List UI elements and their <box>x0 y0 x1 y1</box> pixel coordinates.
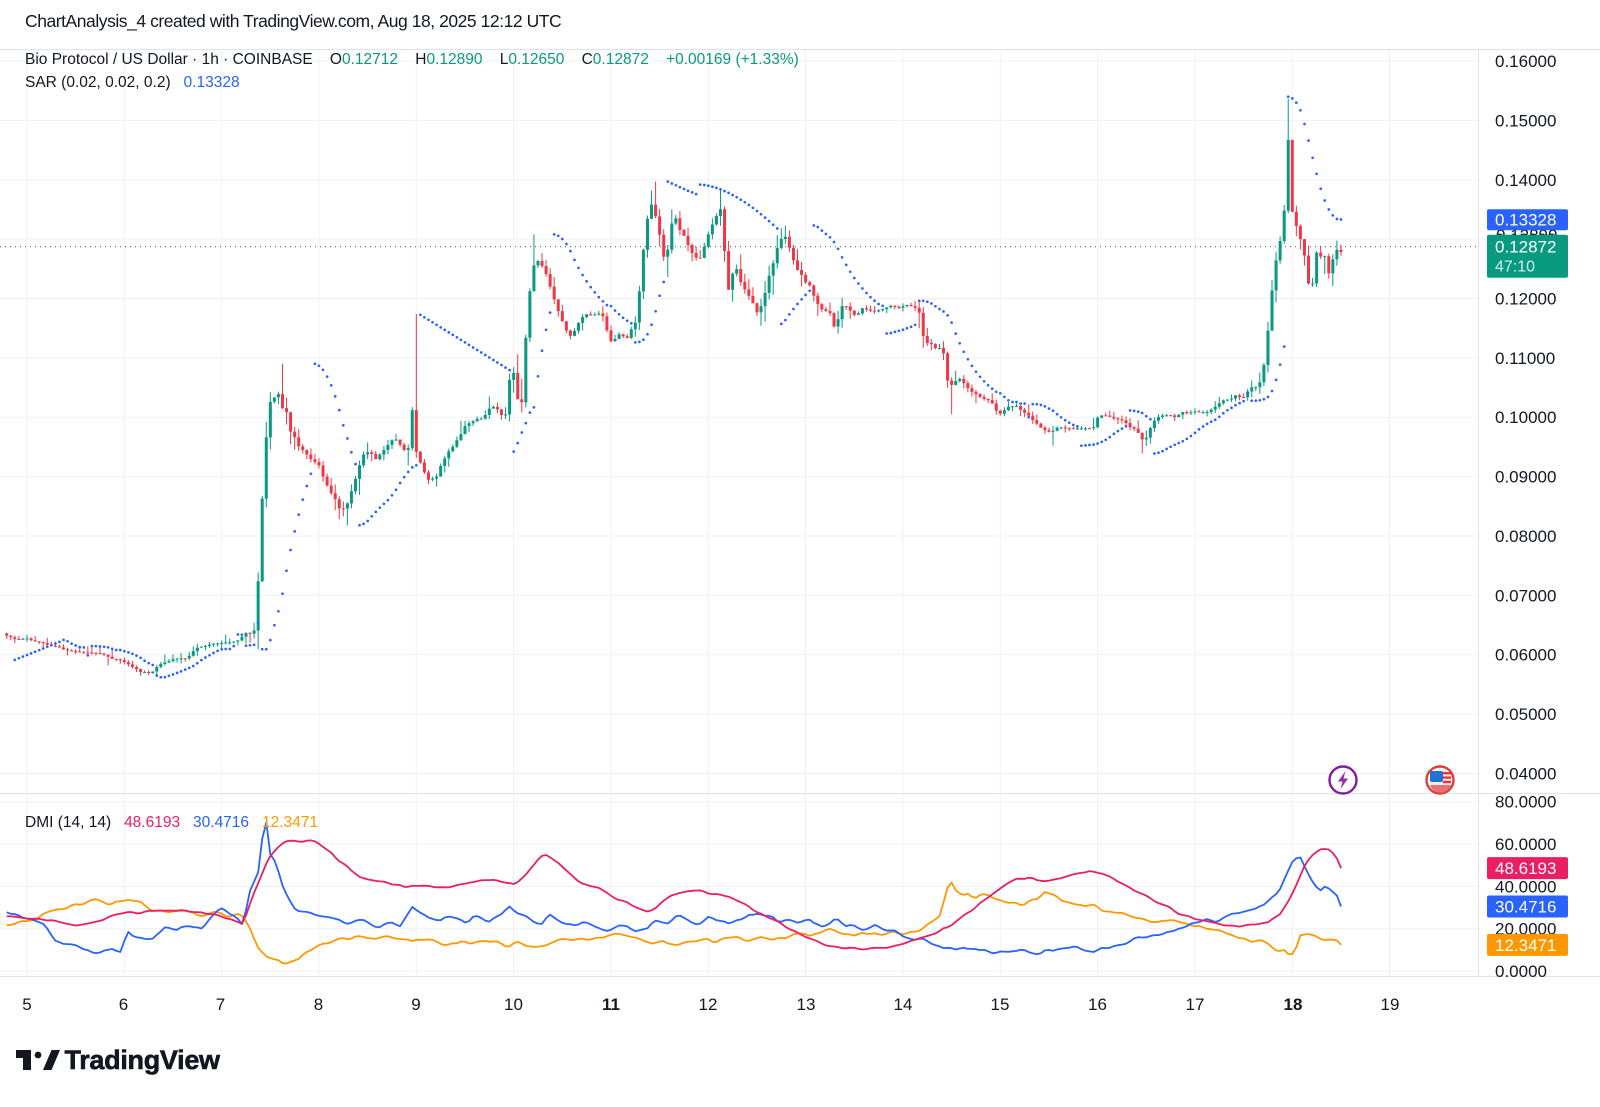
svg-text:0.12872: 0.12872 <box>1495 238 1556 257</box>
svg-text:0.16000: 0.16000 <box>1495 52 1556 71</box>
svg-text:Bio Protocol / US Dollar · 1h: Bio Protocol / US Dollar · 1h · COINBASE… <box>25 51 799 68</box>
svg-text:6: 6 <box>119 995 128 1014</box>
svg-text:TradingView: TradingView <box>65 1045 222 1075</box>
svg-text:0.06000: 0.06000 <box>1495 646 1556 665</box>
svg-text:47:10: 47:10 <box>1495 259 1535 276</box>
svg-text:14: 14 <box>894 995 913 1014</box>
svg-text:60.0000: 60.0000 <box>1495 835 1556 854</box>
svg-text:0.11000: 0.11000 <box>1495 349 1555 368</box>
svg-text:0.14000: 0.14000 <box>1495 171 1556 190</box>
svg-text:ChartAnalysis_4 created with T: ChartAnalysis_4 created with TradingView… <box>25 11 561 32</box>
svg-text:12: 12 <box>699 995 718 1014</box>
svg-text:0.07000: 0.07000 <box>1495 586 1556 605</box>
svg-text:80.0000: 80.0000 <box>1495 793 1556 812</box>
svg-text:30.4716: 30.4716 <box>1495 898 1556 917</box>
svg-text:13: 13 <box>797 995 816 1014</box>
svg-text:0.05000: 0.05000 <box>1495 705 1556 724</box>
svg-text:0.08000: 0.08000 <box>1495 527 1556 546</box>
svg-text:0.13328: 0.13328 <box>1495 211 1556 230</box>
svg-text:5: 5 <box>22 995 31 1014</box>
svg-text:0.09000: 0.09000 <box>1495 468 1556 487</box>
svg-text:40.0000: 40.0000 <box>1495 877 1556 896</box>
svg-text:12.3471: 12.3471 <box>1495 936 1556 955</box>
svg-text:0.04000: 0.04000 <box>1495 765 1556 784</box>
svg-text:0.15000: 0.15000 <box>1495 111 1556 130</box>
svg-text:48.6193: 48.6193 <box>1495 859 1556 878</box>
svg-text:7: 7 <box>216 995 225 1014</box>
svg-text:9: 9 <box>411 995 420 1014</box>
svg-text:19: 19 <box>1381 995 1400 1014</box>
svg-text:8: 8 <box>314 995 323 1014</box>
svg-text:0.10000: 0.10000 <box>1495 408 1556 427</box>
svg-text:17: 17 <box>1186 995 1205 1014</box>
svg-text:10: 10 <box>504 995 523 1014</box>
svg-text:0.0000: 0.0000 <box>1495 962 1547 981</box>
svg-text:11: 11 <box>602 995 620 1014</box>
svg-text:15: 15 <box>991 995 1010 1014</box>
svg-text:DMI (14, 14) 48.6193 30.47: DMI (14, 14) 48.6193 30.4716 12.3471 <box>25 814 318 831</box>
svg-text:0.12000: 0.12000 <box>1495 290 1556 309</box>
svg-text:18: 18 <box>1284 995 1303 1014</box>
svg-text:16: 16 <box>1088 995 1107 1014</box>
svg-text:SAR (0.02, 0.02, 0.2) 0.1332: SAR (0.02, 0.02, 0.2) 0.13328 <box>25 74 240 91</box>
